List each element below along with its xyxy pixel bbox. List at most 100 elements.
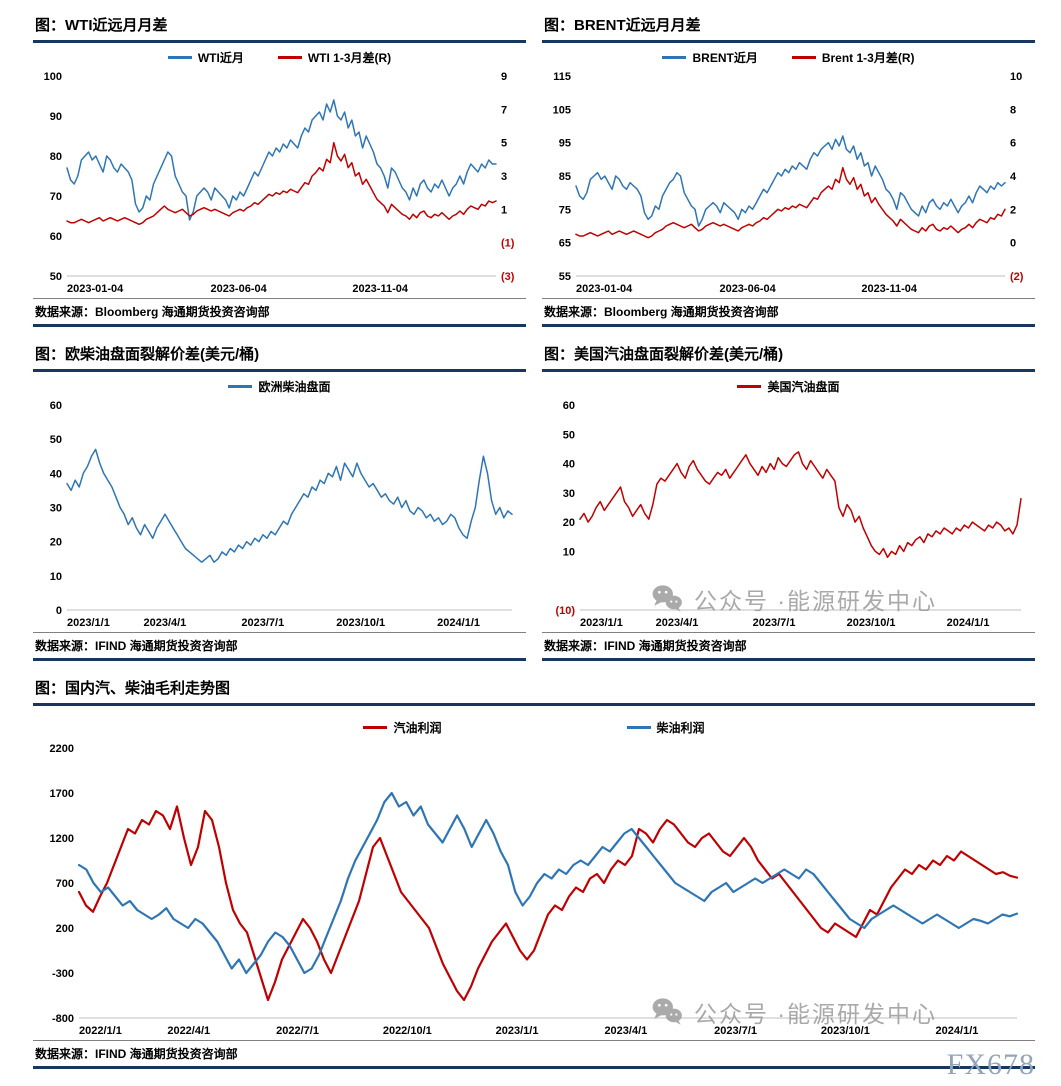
y-axis-tick: 85	[559, 171, 571, 183]
legend-brent: BRENT近月 Brent 1-3月差(R)	[542, 46, 1035, 68]
y-axis-tick-right: 2	[1010, 204, 1016, 216]
y-axis-tick: 1200	[50, 833, 74, 845]
brent-spread-chart: 115 105 95 85 75 65 55 10 8 6 4 2 0 (2) 2023-01-04 2023…	[553, 71, 1024, 295]
x-axis-tick: 2023-01-04	[67, 283, 124, 295]
x-axis-tick: 2023/4/1	[656, 617, 699, 629]
legend-label: 汽油利润	[393, 720, 442, 735]
data-source: 数据来源：IFIND 海通期货投资咨询部	[33, 632, 526, 661]
legend-eu-diesel: 欧洲柴油盘面	[33, 375, 526, 397]
legend-label: 欧洲柴油盘面	[258, 379, 331, 394]
data-source: 数据来源：IFIND 海通期货投资咨询部	[33, 1040, 1035, 1069]
legend-us-gasoline: 美国汽油盘面	[542, 375, 1035, 397]
x-axis-tick: 2023/7/1	[753, 617, 796, 629]
y-axis-tick-right: 4	[1010, 171, 1017, 183]
y-axis-tick-right: 6	[1010, 138, 1016, 150]
y-axis-tick-right: 3	[501, 171, 507, 183]
legend-line-swatch	[737, 384, 762, 388]
x-axis-tick: 2023/10/1	[847, 617, 896, 629]
x-axis-tick: 2023/4/1	[143, 617, 186, 629]
chart-title-eu-diesel: 图：欧柴油盘面裂解价差(美元/桶)	[33, 341, 526, 372]
x-axis-tick: 2023/7/1	[241, 617, 284, 629]
wti-spread-chart: 100 90 80 70 60 50 9 7 5 3 1 (1) (3) 2023-01-04 2023-0…	[44, 71, 515, 295]
y-axis-tick: -300	[52, 968, 74, 980]
legend-line-swatch	[791, 55, 816, 59]
legend-item: WTI 1-3月差(R)	[277, 49, 391, 66]
legend-item: BRENT近月	[662, 49, 758, 66]
chart-title-wti: 图：WTI近远月月差	[33, 12, 526, 43]
us-gasoline-crack-chart: 60 50 40 30 20 10 (10) 2023/1/1 2023/4/1 2023/7/1…	[555, 400, 1022, 629]
x-axis-tick: 2024/1/1	[947, 617, 990, 629]
y-axis-tick: 50	[563, 429, 575, 441]
data-source: 数据来源：IFIND 海通期货投资咨询部	[542, 632, 1035, 661]
legend-line-swatch	[363, 725, 388, 729]
y-axis-tick: -800	[52, 1013, 74, 1025]
legend-item: 柴油利润	[626, 719, 705, 736]
chart-title-domestic-margin: 图：国内汽、柴油毛利走势图	[33, 675, 1035, 706]
x-axis-tick: 2023-01-04	[576, 283, 633, 295]
y-axis-tick: 55	[559, 271, 571, 283]
y-axis-tick-right: 1	[501, 204, 507, 216]
series-line	[579, 451, 1022, 559]
y-axis-tick-right: 10	[1010, 71, 1022, 83]
legend-line-swatch	[277, 55, 302, 59]
y-axis-tick: 60	[563, 400, 575, 412]
data-source: 数据来源：Bloomberg 海通期货投资咨询部	[542, 298, 1035, 327]
legend-domestic-margin: 汽油利润 柴油利润	[33, 714, 1035, 740]
legend-label: 美国汽油盘面	[767, 379, 840, 394]
y-axis-tick-right: 5	[501, 138, 507, 150]
legend-line-swatch	[228, 384, 253, 388]
x-axis-tick: 2023-06-04	[210, 283, 267, 295]
legend-wti: WTI近月 WTI 1-3月差(R)	[33, 46, 526, 68]
y-axis-tick: 80	[50, 151, 62, 163]
y-axis-tick: 100	[44, 71, 62, 83]
series-line	[575, 166, 1006, 239]
x-axis-tick: 2022/10/1	[383, 1025, 432, 1037]
x-axis-tick: 2023/7/1	[714, 1025, 757, 1037]
legend-label: 柴油利润	[656, 720, 705, 735]
x-axis-tick: 2023/1/1	[496, 1025, 539, 1037]
x-axis-tick: 2023-06-04	[719, 283, 776, 295]
legend-item: 美国汽油盘面	[737, 378, 840, 395]
y-axis-tick: 200	[56, 923, 74, 935]
panel-domestic-margin: 图：国内汽、柴油毛利走势图 汽油利润 柴油利润 2200 1700 1200 700 2…	[33, 675, 1035, 1069]
series-line	[66, 99, 497, 221]
domestic-margin-chart: 2200 1700 1200 700 200 -300 -800 2022/1/1 2022/4…	[50, 743, 1019, 1037]
y-axis-tick: 115	[553, 71, 571, 83]
series-line	[77, 791, 1019, 975]
x-axis-tick: 2023/4/1	[604, 1025, 647, 1037]
legend-label: WTI近月	[197, 50, 244, 65]
y-axis-tick: 40	[50, 468, 62, 480]
y-axis-tick: 75	[559, 204, 571, 216]
y-axis-tick: 30	[50, 503, 62, 515]
x-axis-tick: 2023-11-04	[352, 283, 409, 295]
legend-item: WTI近月	[167, 49, 244, 66]
y-axis-tick-right: 0	[1010, 238, 1016, 250]
legend-item: 欧洲柴油盘面	[228, 378, 331, 395]
y-axis-tick: 20	[50, 537, 62, 549]
y-axis-tick: 95	[559, 138, 571, 150]
x-axis-tick: 2022/7/1	[276, 1025, 319, 1037]
y-axis-tick: 50	[50, 434, 62, 446]
panel-eu-diesel-crack: 图：欧柴油盘面裂解价差(美元/桶) 欧洲柴油盘面 60 50 40 30 20 10 0 20…	[33, 341, 526, 661]
x-axis-tick: 2022/4/1	[167, 1025, 210, 1037]
x-axis-tick: 2024/1/1	[936, 1025, 979, 1037]
legend-line-swatch	[167, 55, 192, 59]
top-row: 图：WTI近远月月差 WTI近月 WTI 1-3月差(R) 100 90 80 70 6…	[33, 12, 1035, 327]
y-axis-tick-right: (1)	[501, 238, 515, 250]
chart-title-us-gasoline: 图：美国汽油盘面裂解价差(美元/桶)	[542, 341, 1035, 372]
y-axis-tick: 40	[563, 459, 575, 471]
y-axis-tick: 0	[56, 605, 62, 617]
x-axis-tick: 2023/1/1	[67, 617, 110, 629]
legend-label: BRENT近月	[692, 50, 758, 65]
y-axis-tick: 10	[50, 571, 62, 583]
y-axis-tick: 1700	[50, 788, 74, 800]
series-line	[77, 805, 1019, 1002]
middle-row: 图：欧柴油盘面裂解价差(美元/桶) 欧洲柴油盘面 60 50 40 30 20 10 0 20…	[33, 341, 1035, 661]
legend-label: Brent 1-3月差(R)	[821, 50, 915, 65]
legend-line-swatch	[626, 725, 651, 729]
y-axis-tick: 2200	[50, 743, 74, 755]
y-axis-tick-right: (2)	[1010, 271, 1024, 283]
y-axis-tick-right: (3)	[501, 271, 515, 283]
y-axis-tick: 30	[563, 488, 575, 500]
legend-line-swatch	[662, 55, 687, 59]
